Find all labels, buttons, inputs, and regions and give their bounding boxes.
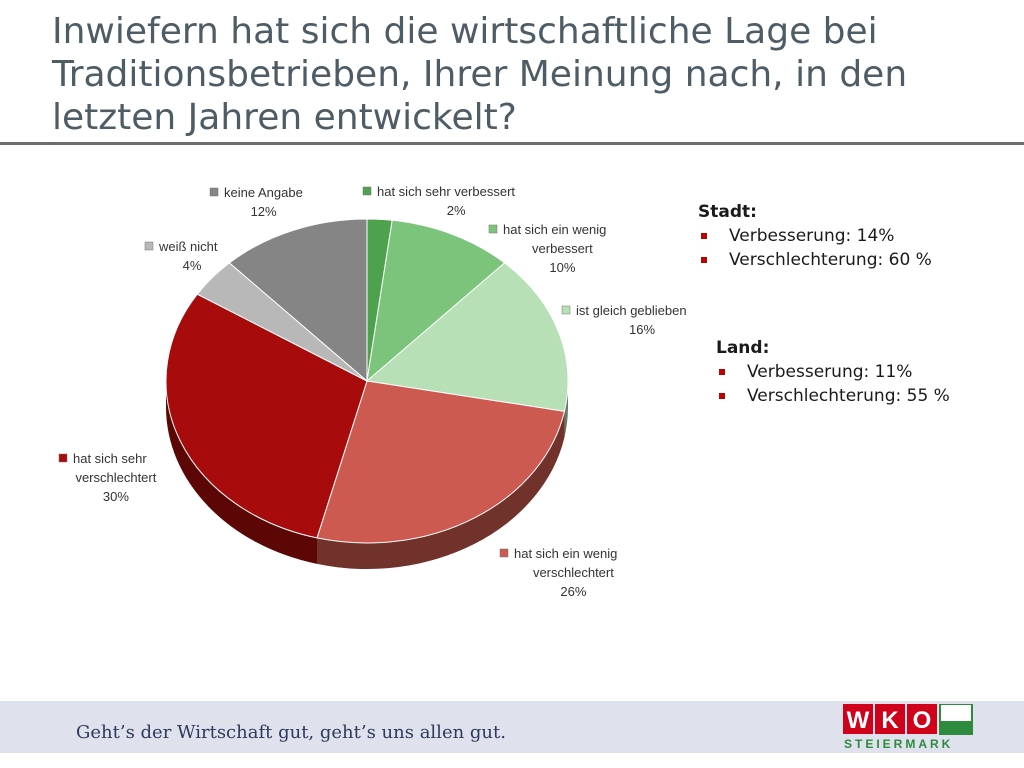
slice-label: keine Angabe 12% [209, 185, 303, 219]
pie-slice [366, 219, 506, 383]
slice-label-text: hat sich ein wenig [503, 222, 606, 237]
slice-label: hat sich sehr verschlechtert 30% [58, 451, 157, 504]
slice-value-label: 2% [447, 203, 466, 218]
stadt-item-text: Verbesserung: 14% [729, 226, 895, 246]
slice-label: hat sich ein wenig verschlechtert 26% [499, 546, 617, 599]
slice-label: hat sich sehr verbessert 2% [362, 184, 515, 218]
slice-label: weiß nicht 4% [144, 239, 218, 273]
stadt-item: Verschlechterung: 60 % [698, 248, 932, 272]
page-title: Inwiefern hat sich die wirtschaftliche L… [52, 11, 908, 138]
land-heading: Land: [716, 338, 770, 358]
logo-tile [875, 704, 905, 734]
logo-letter: O [913, 707, 932, 734]
slice-label-text: verbessert [532, 241, 593, 256]
bullet-icon [701, 257, 707, 263]
bullet-icon [719, 369, 725, 375]
slice-label-text: verschlechtert [533, 565, 614, 580]
logo-letter: W [847, 707, 870, 734]
pie-depth [166, 381, 568, 569]
pie-labels: hat sich sehr verbessert 2% hat sich ein w… [58, 184, 687, 599]
slice-label-text: hat sich ein wenig [514, 546, 617, 561]
title-divider [0, 142, 1024, 145]
slice-value-label: 10% [549, 260, 575, 275]
pie-slice-side [317, 411, 565, 569]
legend-swatch [499, 548, 509, 558]
land-item: Verbesserung: 11% [716, 360, 950, 384]
pie-slices [165, 218, 569, 544]
slice-label-text: verschlechtert [75, 470, 156, 485]
land-summary: Land: Verbesserung: 11% Verschlechterung… [716, 336, 950, 408]
legend-swatch [362, 186, 372, 196]
land-item-text: Verbesserung: 11% [747, 362, 913, 382]
pie-slice [365, 262, 569, 412]
pie-slice-side [564, 381, 568, 438]
logo-flag-stripe [941, 721, 971, 733]
pie-chart: hat sich sehr verbessert 2% hat sich ein w… [58, 184, 687, 599]
legend-swatch [488, 224, 498, 234]
slice-label: hat sich ein wenig verbessert 10% [488, 222, 606, 275]
slice-label-text: hat sich sehr [73, 451, 147, 466]
slice-value-label: 4% [183, 258, 202, 273]
slice-value-label: 16% [629, 322, 655, 337]
slice-label-text: keine Angabe [224, 185, 303, 200]
legend-swatch [561, 305, 571, 315]
stadt-item-text: Verschlechterung: 60 % [729, 250, 932, 270]
bullet-icon [719, 393, 725, 399]
logo-subtitle: STEIERMARK [844, 737, 953, 750]
legend-swatch [144, 241, 154, 251]
stadt-item: Verbesserung: 14% [698, 224, 932, 248]
slice-value-label: 12% [251, 204, 277, 219]
slice-label-text: hat sich sehr verbessert [377, 184, 515, 199]
pie-slice [228, 218, 368, 383]
wko-logo: W K O STEIERMARK [843, 704, 973, 750]
footer-slogan: Geht’s der Wirtschaft gut, geht’s uns al… [76, 722, 506, 743]
legend-swatch [58, 453, 68, 463]
logo-tile [843, 704, 873, 734]
slice-value-label: 30% [103, 489, 129, 504]
logo-letter: K [881, 707, 899, 734]
pie-slice [316, 380, 566, 544]
logo-tile [907, 704, 937, 734]
land-item-text: Verschlechterung: 55 % [747, 386, 950, 406]
pie-slice [165, 293, 368, 539]
stadt-heading: Stadt: [698, 202, 757, 222]
bullet-icon [701, 233, 707, 239]
pie-slice-side [166, 381, 318, 564]
slice-label-text: ist gleich geblieben [576, 303, 687, 318]
slice-label-text: weiß nicht [158, 239, 218, 254]
land-item: Verschlechterung: 55 % [716, 384, 950, 408]
stadt-summary: Stadt: Verbesserung: 14% Verschlechterun… [698, 200, 932, 272]
slice-label: ist gleich geblieben 16% [561, 303, 687, 337]
legend-swatch [209, 187, 219, 197]
slice-value-label: 26% [560, 584, 586, 599]
